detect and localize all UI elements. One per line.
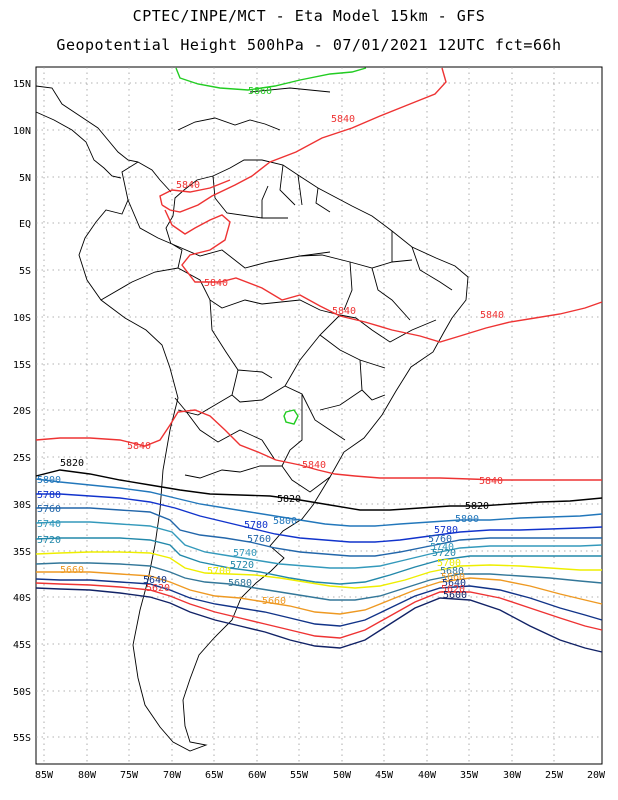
label-5640-a: 5640 bbox=[143, 575, 167, 586]
lat-label: 35S bbox=[13, 547, 31, 558]
label-5760-b: 5760 bbox=[247, 534, 271, 545]
label-5800-b: 5800 bbox=[273, 516, 297, 527]
contour-lines bbox=[35, 67, 603, 653]
longitude-labels: 85W 80W 75W 70W 65W 60W 55W 50W 45W 40W … bbox=[35, 770, 606, 781]
contour-5780 bbox=[36, 493, 603, 543]
lon-label: 55W bbox=[290, 770, 309, 781]
label-5720-b: 5720 bbox=[230, 560, 254, 571]
latitude-labels: 15N 10N 5N EQ 5S 10S 15S 20S 25S 30S 35S… bbox=[13, 79, 31, 744]
label-5660-c: 5660 bbox=[441, 572, 465, 583]
lon-label: 70W bbox=[163, 770, 182, 781]
label-5840-h: 5840 bbox=[479, 476, 503, 487]
lat-label: 15N bbox=[13, 79, 31, 90]
caribbean-coast bbox=[177, 87, 331, 131]
lat-label: 30S bbox=[13, 500, 31, 511]
label-5740-b: 5740 bbox=[233, 548, 257, 559]
label-5820-b: 5820 bbox=[277, 494, 301, 505]
lon-label: 50W bbox=[333, 770, 352, 781]
label-5740-a: 5740 bbox=[37, 519, 61, 530]
lat-label: 45S bbox=[13, 640, 31, 651]
lon-label: 75W bbox=[120, 770, 139, 781]
lon-label: 20W bbox=[587, 770, 606, 781]
chart-title: CPTEC/INPE/MCT - Eta Model 15km - GFS bbox=[132, 7, 486, 25]
lat-label: EQ bbox=[19, 219, 31, 230]
contour-5760 bbox=[36, 507, 602, 557]
contour-5740 bbox=[35, 521, 603, 569]
contour-5660 bbox=[36, 571, 603, 615]
label-5760-a: 5760 bbox=[37, 504, 61, 515]
label-5620-a: 5620 bbox=[146, 583, 170, 594]
label-5660-a: 5660 bbox=[60, 565, 84, 576]
label-5680-b: 5680 bbox=[440, 566, 464, 577]
lat-label: 25S bbox=[13, 453, 31, 464]
lat-label: 50S bbox=[13, 687, 31, 698]
lat-label: 55S bbox=[13, 733, 31, 744]
lon-label: 65W bbox=[205, 770, 224, 781]
label-5720-c: 5720 bbox=[432, 548, 456, 559]
label-5600: 5600 bbox=[443, 590, 467, 601]
lat-label: 20S bbox=[13, 406, 31, 417]
label-5840-e: 5840 bbox=[480, 310, 504, 321]
contour-5860-north bbox=[175, 67, 367, 91]
lon-label: 30W bbox=[503, 770, 522, 781]
central-america-coastline bbox=[35, 85, 139, 179]
contour-5840-north bbox=[159, 67, 603, 343]
label-5820-c: 5820 bbox=[465, 501, 489, 512]
label-5700-b: 5700 bbox=[437, 558, 461, 569]
lat-label: 10S bbox=[13, 313, 31, 324]
contour-5720 bbox=[35, 537, 602, 585]
label-5660-b: 5660 bbox=[262, 596, 286, 607]
contour-5840-south bbox=[35, 409, 602, 481]
contour-5800 bbox=[35, 478, 603, 527]
label-5840-a: 5840 bbox=[331, 114, 355, 125]
contour-5860-closed bbox=[283, 409, 299, 425]
contour-labels: 5860 5840 5840 5840 5840 5840 5840 5840 … bbox=[37, 86, 504, 607]
label-5780-b: 5780 bbox=[244, 520, 268, 531]
contour-5640 bbox=[35, 578, 603, 627]
label-5840-f: 5840 bbox=[127, 441, 151, 452]
chart-subtitle: Geopotential Height 500hPa - 07/01/2021 … bbox=[56, 36, 562, 54]
contour-5680 bbox=[35, 562, 603, 601]
label-5800-a: 5800 bbox=[37, 475, 61, 486]
lat-label: 10N bbox=[13, 126, 31, 137]
lon-label: 45W bbox=[375, 770, 394, 781]
label-5820-a: 5820 bbox=[60, 458, 84, 469]
lon-label: 40W bbox=[418, 770, 437, 781]
country-borders bbox=[100, 164, 357, 493]
label-5700-a: 5700 bbox=[207, 566, 231, 577]
label-5840-g: 5840 bbox=[302, 460, 326, 471]
contour-5620 bbox=[35, 582, 603, 639]
label-5840-b: 5840 bbox=[176, 180, 200, 191]
brazil-states bbox=[299, 231, 453, 411]
label-5800-c: 5800 bbox=[455, 514, 479, 525]
lon-label: 25W bbox=[545, 770, 564, 781]
lat-label: 40S bbox=[13, 593, 31, 604]
contour-5600 bbox=[35, 587, 603, 653]
label-5620-b: 5620 bbox=[441, 584, 465, 595]
label-5840-c: 5840 bbox=[204, 278, 228, 289]
lat-label: 5N bbox=[19, 173, 31, 184]
contour-5820 bbox=[35, 469, 603, 511]
contour-5700 bbox=[35, 551, 602, 589]
label-5740-c: 5740 bbox=[430, 542, 454, 553]
lon-label: 35W bbox=[460, 770, 479, 781]
lat-label: 15S bbox=[13, 360, 31, 371]
label-5680-a: 5680 bbox=[228, 578, 252, 589]
lon-label: 60W bbox=[248, 770, 267, 781]
lon-label: 80W bbox=[78, 770, 97, 781]
label-5640-b: 5640 bbox=[442, 578, 466, 589]
label-5860-north: 5860 bbox=[248, 86, 272, 97]
lon-label: 85W bbox=[35, 770, 54, 781]
label-5840-d: 5840 bbox=[332, 306, 356, 317]
label-5780-c: 5780 bbox=[434, 525, 458, 536]
map-frame bbox=[35, 66, 603, 765]
label-5760-c: 5760 bbox=[428, 534, 452, 545]
lat-label: 5S bbox=[19, 266, 31, 277]
label-5780-a: 5780 bbox=[37, 490, 61, 501]
label-5720-a: 5720 bbox=[37, 535, 61, 546]
